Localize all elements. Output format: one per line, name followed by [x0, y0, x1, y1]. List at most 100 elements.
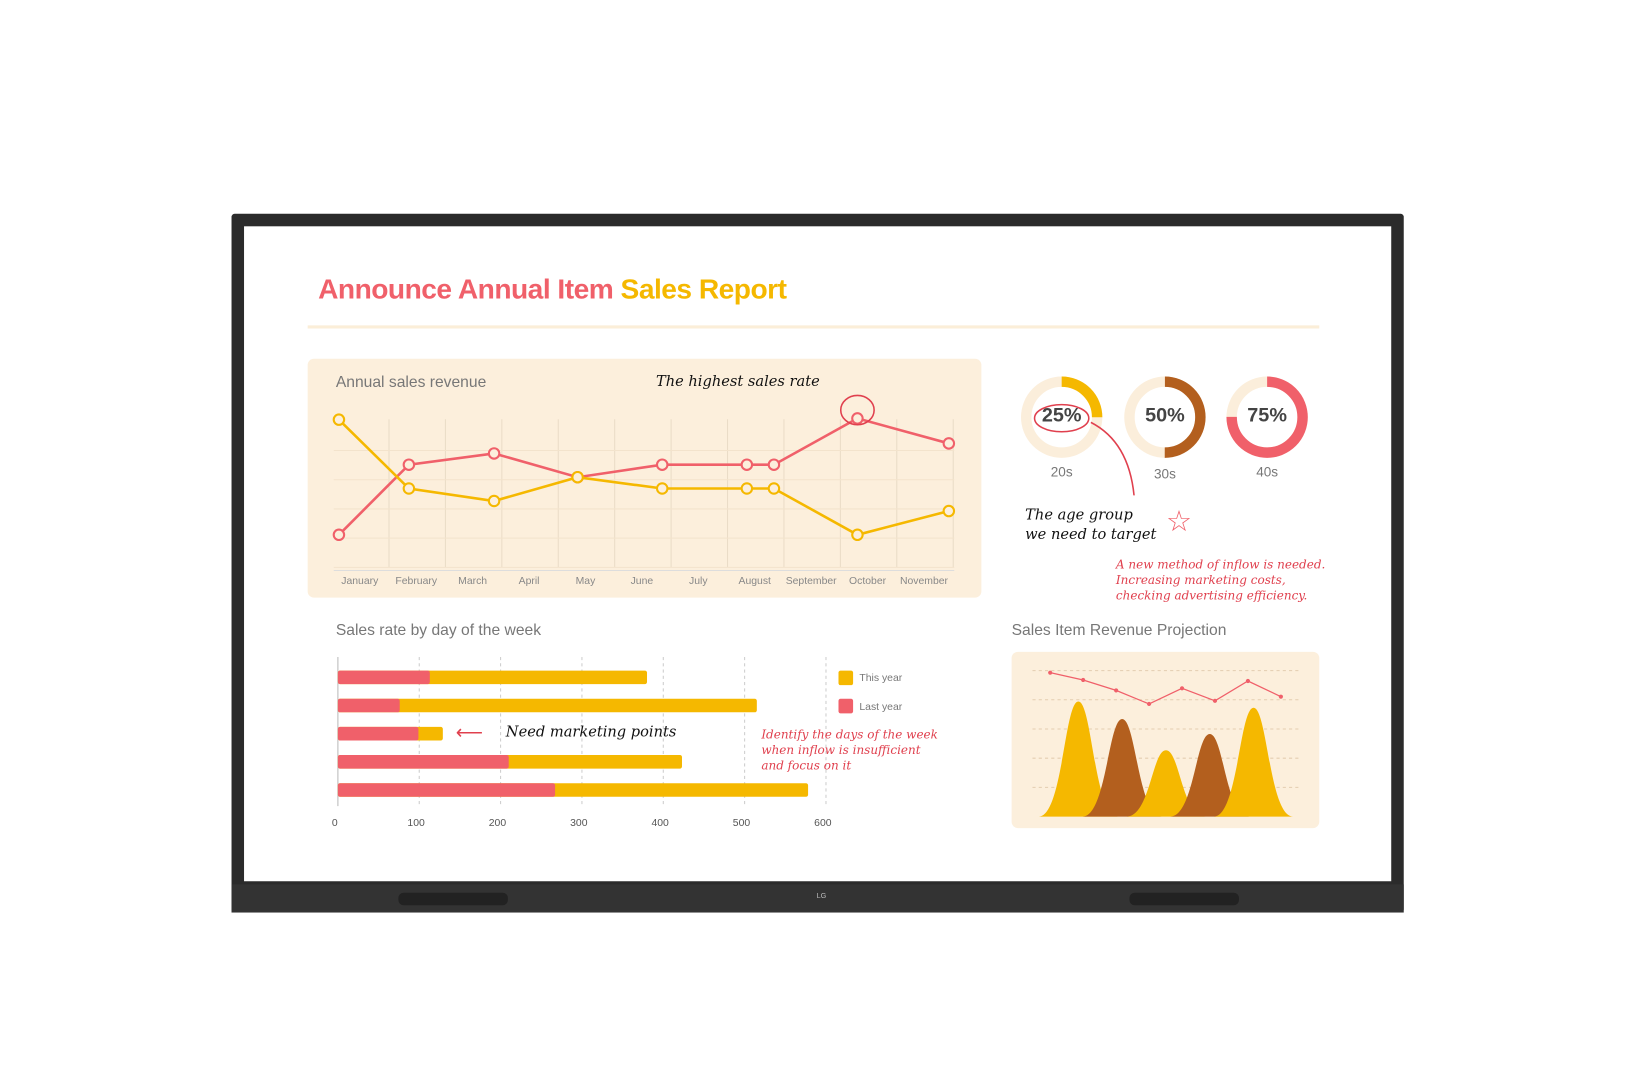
age-group-line-2: we need to target [1025, 526, 1157, 544]
x-tick-label: June [631, 576, 654, 587]
x-tick-label: February [395, 576, 437, 587]
projection-line [1050, 672, 1282, 705]
x-tick-label: September [786, 576, 837, 587]
x-tick-label: March [458, 576, 487, 587]
marketing-annotation: Need marketing points [505, 723, 677, 741]
projection-point [1278, 694, 1283, 699]
x-tick-label: May [576, 576, 596, 587]
series-line-1 [338, 418, 950, 537]
legend-swatch-last-year [838, 698, 854, 714]
identify-line-3: and focus on it [761, 758, 852, 773]
highlight-circle [1033, 403, 1090, 433]
projection-point [1048, 670, 1053, 675]
age-group-annotation: The age group we need to target [1025, 506, 1156, 546]
legend-last-year: Last year [859, 701, 903, 714]
donut-arc [1226, 376, 1308, 458]
donut-category: 20s [1050, 464, 1073, 480]
x-tick-label: 200 [489, 818, 507, 829]
star-icon: ☆ [1165, 504, 1193, 538]
bar-this-year [337, 698, 757, 713]
donut-category: 30s [1153, 466, 1176, 482]
title-part-2: Sales Report [620, 273, 787, 305]
x-tick-label: 400 [651, 818, 669, 829]
x-tick-label: 600 [814, 818, 832, 829]
area-peak [1082, 718, 1162, 817]
inflow-line-1: A new method of inflow is needed. [1115, 556, 1326, 572]
area-peak [1038, 701, 1118, 817]
title-part-1: Announce Annual Item [318, 273, 614, 305]
page-title: Announce Annual Item Sales Report [318, 273, 787, 305]
area-peak [1126, 750, 1206, 817]
donut-percent: 50% [1145, 404, 1185, 427]
identify-line-1: Identify the days of the week [761, 726, 938, 742]
legend-this-year: This year [859, 672, 903, 685]
x-tick-label: 100 [407, 818, 425, 829]
x-tick-label: July [689, 576, 708, 587]
donut-percent: 75% [1247, 404, 1287, 427]
inflow-annotation: A new method of inflow is needed. Increa… [1116, 557, 1325, 604]
x-tick-label: 500 [733, 818, 751, 829]
bar-last-year [337, 726, 419, 741]
legend-swatch-this-year [838, 670, 854, 686]
bar-last-year [337, 755, 509, 769]
data-point [851, 528, 864, 542]
donut-arc [1020, 376, 1103, 458]
series-line-0 [338, 417, 950, 536]
x-tick-label: 300 [570, 818, 588, 829]
data-point [740, 458, 754, 471]
bar-last-year [337, 670, 430, 685]
identify-line-2: when inflow is insufficient [761, 742, 921, 758]
weekday-sales-title: Sales rate by day of the week [335, 621, 542, 640]
identify-annotation: Identify the days of the week when inflo… [761, 727, 938, 774]
x-tick-label: 0 [332, 818, 338, 829]
inflow-line-2: Increasing marketing costs, [1115, 572, 1286, 588]
bar-last-year [337, 698, 400, 713]
x-tick-label: November [900, 576, 949, 587]
data-point [402, 458, 416, 471]
area-peak [1213, 707, 1294, 817]
projection-point [1081, 677, 1086, 683]
projection-point [1245, 678, 1251, 684]
data-point [402, 482, 416, 495]
projection-point [1114, 688, 1119, 693]
projection-point [1212, 698, 1218, 703]
data-point [767, 482, 781, 495]
highlight-circle [839, 394, 875, 426]
speaker-grille-right [1129, 892, 1239, 906]
title-divider [307, 325, 1320, 329]
data-point [767, 458, 781, 471]
donut-arc [1124, 376, 1206, 458]
annual-sales-title: Annual sales revenue [335, 373, 487, 392]
x-tick-label: October [849, 576, 887, 587]
age-group-line-1: The age group [1025, 506, 1133, 524]
projection-point [1179, 686, 1185, 691]
revenue-projection-title: Sales Item Revenue Projection [1011, 621, 1227, 640]
data-point [942, 504, 956, 518]
bar-last-year [337, 783, 556, 797]
highest-sales-annotation: The highest sales rate [655, 373, 820, 391]
annotation-arrow [1090, 421, 1135, 496]
annual-sales-chart: January February March April May June July Augu… [332, 394, 956, 587]
weekday-sales-chart: 0 100 200 300 400 500 600 [332, 657, 832, 829]
age-donut-charts [1020, 376, 1308, 496]
data-point [655, 482, 669, 495]
x-tick-label: April [519, 576, 540, 587]
annual-sales-panel [307, 358, 982, 598]
speaker-grille-left [398, 892, 508, 906]
data-point [942, 437, 956, 450]
arrow-left-icon: ⟵ [455, 721, 483, 743]
x-tick-label: August [739, 576, 772, 587]
projection-point [1146, 701, 1152, 707]
data-point [332, 528, 346, 542]
x-tick-label: January [341, 576, 379, 587]
data-point [487, 447, 501, 460]
data-point [571, 470, 584, 484]
data-point [655, 458, 669, 471]
data-point [851, 412, 864, 425]
revenue-projection-chart [1032, 670, 1299, 817]
inflow-line-3: checking advertising efficiency. [1115, 588, 1308, 603]
data-point [332, 413, 346, 426]
brand-logo: LG [816, 892, 827, 901]
data-point [740, 482, 754, 495]
donut-category: 40s [1256, 464, 1279, 480]
